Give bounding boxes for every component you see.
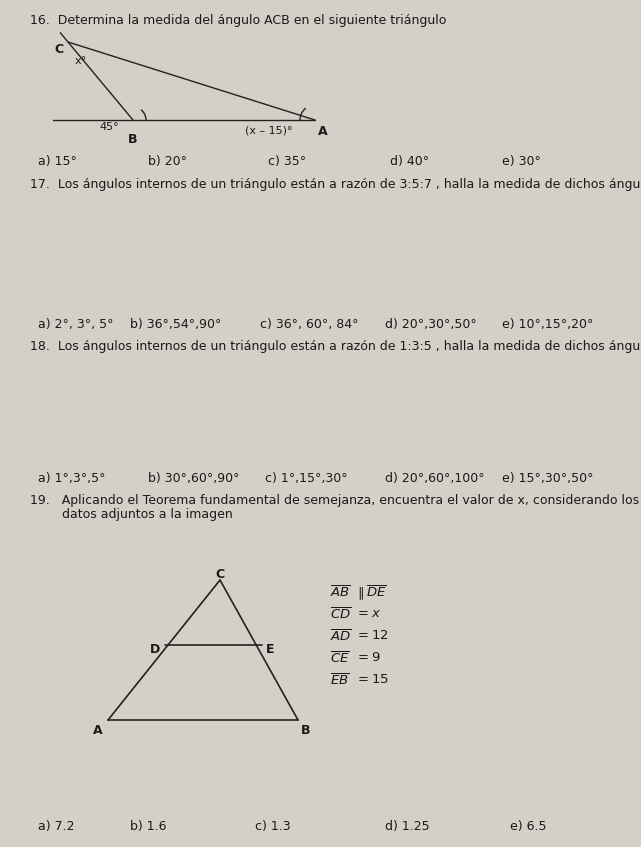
Text: (x – 15)°: (x – 15)° [245,125,292,135]
Text: B: B [301,724,310,737]
Text: $\overline{AB}$: $\overline{AB}$ [330,585,351,601]
Text: d) 1.25: d) 1.25 [385,820,429,833]
Text: 16.  Determina la medida del ángulo ACB en el siguiente triángulo: 16. Determina la medida del ángulo ACB e… [30,14,446,27]
Text: 45°: 45° [99,122,119,132]
Text: $\overline{EB}$: $\overline{EB}$ [330,673,349,689]
Text: e) 30°: e) 30° [502,155,541,168]
Text: e) 10°,15°,20°: e) 10°,15°,20° [502,318,594,331]
Text: A: A [93,724,103,737]
Text: $\overline{DE}$: $\overline{DE}$ [366,585,387,601]
Text: d) 40°: d) 40° [390,155,429,168]
Text: a) 1°,3°,5°: a) 1°,3°,5° [38,472,106,485]
Text: c) 1.3: c) 1.3 [255,820,290,833]
Text: $= 15$: $= 15$ [355,673,389,686]
Text: E: E [266,643,274,656]
Text: a) 2°, 3°, 5°: a) 2°, 3°, 5° [38,318,113,331]
Text: datos adjuntos a la imagen: datos adjuntos a la imagen [30,508,233,521]
Text: c) 35°: c) 35° [268,155,306,168]
Text: b) 36°,54°,90°: b) 36°,54°,90° [130,318,221,331]
Text: b) 1.6: b) 1.6 [130,820,167,833]
Text: a) 7.2: a) 7.2 [38,820,74,833]
Text: d) 20°,30°,50°: d) 20°,30°,50° [385,318,477,331]
Text: $\overline{CE}$: $\overline{CE}$ [330,651,349,667]
Text: d) 20°,60°,100°: d) 20°,60°,100° [385,472,485,485]
Text: x°: x° [75,56,87,66]
Text: a) 15°: a) 15° [38,155,77,168]
Text: c) 1°,15°,30°: c) 1°,15°,30° [265,472,347,485]
Text: $= 12$: $= 12$ [355,629,389,642]
Text: b) 20°: b) 20° [148,155,187,168]
Text: C: C [54,43,63,56]
Text: 17.  Los ángulos internos de un triángulo están a razón de 3:5:7 , halla la medi: 17. Los ángulos internos de un triángulo… [30,178,641,191]
Text: 19.   Aplicando el Teorema fundamental de semejanza, encuentra el valor de x, co: 19. Aplicando el Teorema fundamental de … [30,494,639,507]
Text: A: A [318,125,328,138]
Text: e) 6.5: e) 6.5 [510,820,547,833]
Text: e) 15°,30°,50°: e) 15°,30°,50° [502,472,594,485]
Text: $\overline{CD}$: $\overline{CD}$ [330,607,351,623]
Text: c) 36°, 60°, 84°: c) 36°, 60°, 84° [260,318,358,331]
Text: 18.  Los ángulos internos de un triángulo están a razón de 1:3:5 , halla la medi: 18. Los ángulos internos de un triángulo… [30,340,641,353]
Text: B: B [128,133,138,146]
Text: b) 30°,60°,90°: b) 30°,60°,90° [148,472,240,485]
Text: $= x$: $= x$ [355,607,381,620]
Text: $\parallel$: $\parallel$ [355,585,365,601]
Text: $\overline{AD}$: $\overline{AD}$ [330,629,352,645]
Text: $= 9$: $= 9$ [355,651,381,664]
Text: D: D [150,643,160,656]
Text: C: C [215,568,224,581]
